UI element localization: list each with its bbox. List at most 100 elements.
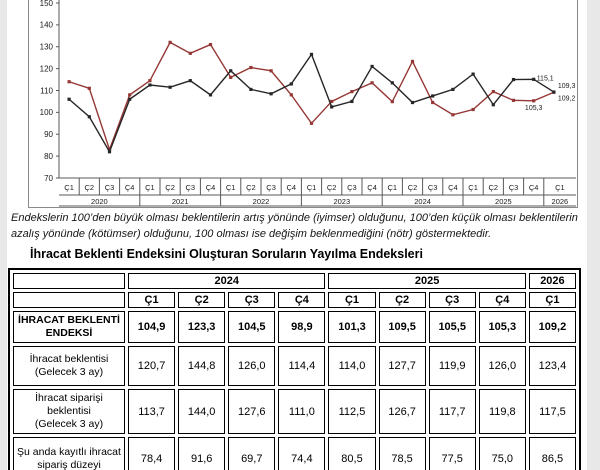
value-cell: 126,0 <box>478 346 526 386</box>
series-red-marker <box>229 75 233 79</box>
line-chart-svg: 70 80 90 100 110 120 130 140 150 Ç1 Ç2 Ç3 Ç4 Ç1 Ç2 Ç3 Ç4… <box>40 0 576 207</box>
quarter-header-row: Ç1 Ç2 Ç3 Ç4 Ç1 Ç2 Ç3 Ç4 Ç1 <box>13 292 576 308</box>
diffusion-index-table: 2024 2025 2026 Ç1 Ç2 Ç3 Ç4 Ç1 Ç2 Ç3 Ç4 Ç1 İHRACAT B… <box>8 268 581 470</box>
chart-text: 150 <box>40 0 54 8</box>
chart-text: 109,3 <box>558 83 576 90</box>
chart-text: 110 <box>40 86 53 95</box>
series-black-marker <box>370 64 374 69</box>
series-red-marker <box>330 99 334 104</box>
chart-text: 90 <box>44 130 53 139</box>
value-cell: 86,5 <box>528 437 576 470</box>
series-black-marker <box>451 87 455 92</box>
quarter-header-cell: Ç2 <box>178 292 226 308</box>
series-black-marker <box>289 82 293 86</box>
chart-text: 2022 <box>253 197 270 206</box>
value-cell: 104,9 <box>128 311 176 343</box>
chart-text: Ç2 <box>408 183 418 192</box>
series-red-marker <box>309 121 314 125</box>
chart-text: 80 <box>44 152 53 161</box>
series-red-marker <box>350 89 354 94</box>
chart-text: Ç2 <box>246 183 256 192</box>
quarter-header-cell: Ç2 <box>378 292 426 308</box>
series-black-marker <box>249 87 253 92</box>
series-red-marker <box>148 79 152 83</box>
series-black-marker <box>128 97 132 101</box>
chart-text: Ç3 <box>266 183 276 192</box>
chart-text: Ç2 <box>85 183 95 192</box>
row-label-cell: İhracat beklentisi (Gelecek 3 ay) <box>13 346 125 386</box>
chart-text: 140 <box>40 21 54 30</box>
series-black-marker <box>107 150 112 154</box>
series-red-marker <box>168 40 172 44</box>
value-cell: 98,9 <box>278 311 326 343</box>
page-edge-left <box>0 0 7 470</box>
series-red-marker <box>67 80 71 84</box>
value-cell: 123,3 <box>178 311 226 343</box>
quarter-header-cell: Ç1 <box>328 292 376 308</box>
chart-text: Ç4 <box>367 183 377 192</box>
chart-text: 2026 <box>552 197 569 206</box>
series-red-marker <box>249 65 253 70</box>
index-explanation-note: Endekslerin 100’den büyük olması beklent… <box>11 212 578 240</box>
chart-text: Ç3 <box>105 183 115 192</box>
chart-text: Ç3 <box>428 183 438 192</box>
value-cell: 109,5 <box>378 311 426 343</box>
row-label-cell: İHRACAT BEKLENTİ ENDEKSİ <box>13 311 125 343</box>
series-black-marker <box>491 103 495 107</box>
series-red-marker <box>128 93 132 97</box>
value-cell: 78,4 <box>128 437 176 470</box>
series-red-marker <box>532 99 536 103</box>
series-red-marker <box>107 147 112 152</box>
table-row: İHRACAT BEKLENTİ ENDEKSİ 104,9 123,3 104,5 9… <box>13 311 576 343</box>
series-red-marker <box>370 81 374 85</box>
series-black-marker <box>532 77 536 81</box>
chart-text: Ç1 <box>555 183 565 192</box>
quarter-header-cell: Ç1 <box>128 292 176 308</box>
year-header-row: 2024 2025 2026 <box>13 273 576 289</box>
series-black-marker <box>148 83 152 87</box>
quarter-header-cell: Ç3 <box>428 292 476 308</box>
chart-text: Ç2 <box>165 183 175 192</box>
chart-text: 70 <box>44 174 53 183</box>
value-cell: 117,5 <box>528 389 576 434</box>
series-black-marker <box>269 92 273 96</box>
series-black-marker <box>87 115 91 119</box>
chart-text: 115,1 <box>537 75 554 82</box>
table-title: İhracat Beklenti Endeksini Oluşturan Sor… <box>30 247 423 261</box>
chart-text: Ç1 <box>64 183 74 192</box>
value-cell: 105,3 <box>478 311 526 343</box>
year-header-cell: 2024 <box>128 273 326 289</box>
chart-text: Ç4 <box>206 183 216 192</box>
series-red-marker <box>188 51 192 55</box>
series-red-marker <box>269 69 273 73</box>
series-red-marker <box>431 100 435 105</box>
chart-text: 120 <box>40 64 54 73</box>
quarter-header-cell: Ç4 <box>478 292 526 308</box>
value-cell: 77,5 <box>428 437 476 470</box>
series-red-marker <box>410 59 415 64</box>
chart-text: 105,3 <box>525 105 543 112</box>
year-header-cell: 2026 <box>528 273 576 289</box>
chart-text: Ç1 <box>468 183 478 192</box>
series-black-marker <box>67 97 71 101</box>
series-black-marker <box>208 93 213 97</box>
series-black-marker <box>350 99 354 104</box>
series-red-marker <box>289 93 293 97</box>
value-cell: 105,5 <box>428 311 476 343</box>
corner-cell <box>13 273 125 289</box>
series-black-marker <box>511 77 516 82</box>
chart-text: 2020 <box>91 197 108 206</box>
value-cell: 127,6 <box>228 389 276 434</box>
chart-text: Ç1 <box>307 183 317 192</box>
series-black-marker <box>330 105 334 109</box>
chart-text: Ç4 <box>125 183 135 192</box>
value-cell: 80,5 <box>328 437 376 470</box>
chart-text: Ç2 <box>327 183 337 192</box>
row-label-cell: Şu anda kayıtlı ihracat sipariş düzeyi <box>13 437 125 470</box>
chart-text: 2025 <box>495 197 512 206</box>
table-row: Şu anda kayıtlı ihracat sipariş düzeyi 78… <box>13 437 576 470</box>
chart-text: Ç1 <box>388 183 398 192</box>
series-red-marker <box>451 113 455 117</box>
series-red-marker <box>390 100 394 104</box>
